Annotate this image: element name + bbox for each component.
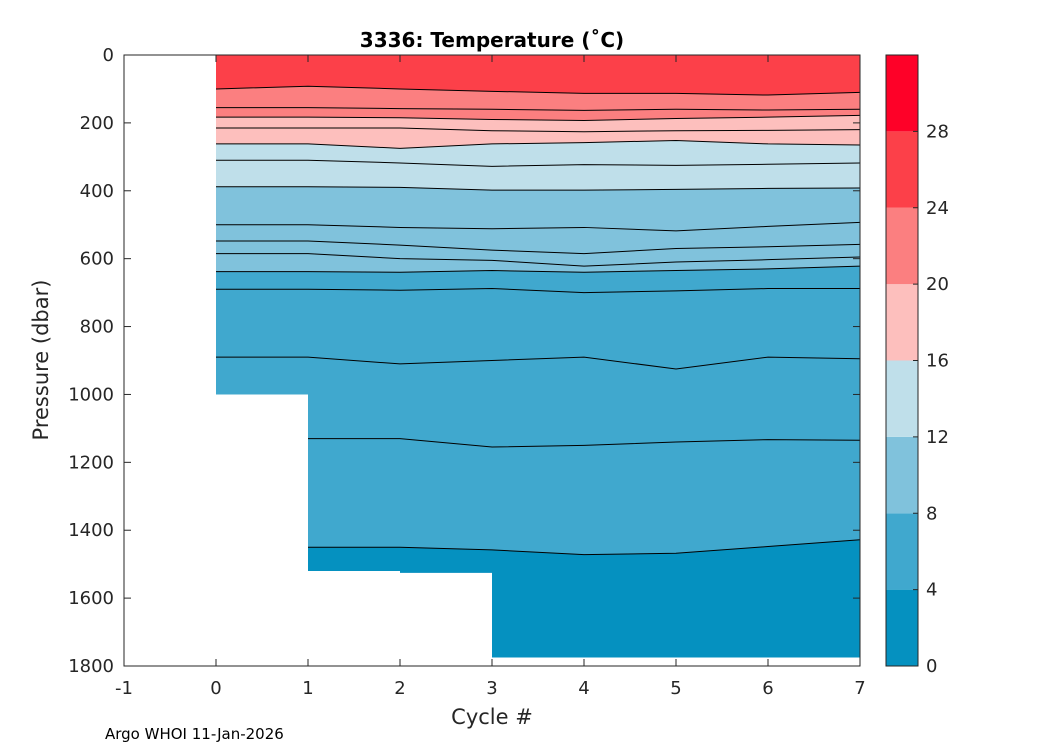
colorbar-band: [886, 360, 918, 437]
x-tick-label: 2: [394, 678, 405, 699]
y-axis-label: Pressure (dbar): [29, 280, 53, 441]
colorbar-tick-label: 24: [926, 198, 949, 219]
x-axis-label: Cycle #: [451, 705, 533, 729]
x-tick-label: 6: [762, 678, 773, 699]
x-tick-label: 5: [670, 678, 681, 699]
colorbar-tick-label: 16: [926, 351, 949, 372]
colorbar-band: [886, 513, 918, 590]
y-tick-label: 1000: [68, 384, 114, 405]
colorbar-band: [886, 207, 918, 285]
colorbar: 0 4 8 12 16 20 24 28: [885, 54, 949, 677]
colorbar-band: [886, 55, 918, 132]
isotherm-14c: [216, 159, 860, 167]
isotherm-4c: [308, 539, 860, 556]
isotherm-6c: [216, 356, 860, 370]
y-tick-label: 600: [80, 249, 114, 270]
isotherm-9c: [216, 253, 860, 267]
y-tick-label: 400: [80, 181, 114, 202]
chart-title: 3336: Temperature (˚C): [360, 28, 624, 52]
isotherm-16c: [216, 140, 860, 149]
y-tick-label: 1400: [68, 520, 114, 541]
y-tick-label: 200: [80, 113, 114, 134]
y-axis: 0 200 400 600 800 1000 1200 1400 1600 1800: [68, 45, 860, 677]
isotherm-8c: [216, 265, 860, 273]
x-tick-label: 3: [486, 678, 497, 699]
isotherm-24c: [216, 85, 860, 96]
colorbar-tick-label: 8: [926, 503, 937, 524]
isotherm-12c: [216, 186, 860, 191]
footer-credit: Argo WHOI 11-Jan-2026: [105, 725, 284, 743]
x-axis: -1 0 1 2 3 4 5 6 7: [115, 55, 866, 699]
isotherm-10c: [216, 240, 860, 255]
contour-line-layer: [216, 85, 860, 556]
contour-fill-layer: [216, 55, 860, 658]
x-tick-label: -1: [115, 678, 133, 699]
colorbar-band: [886, 131, 918, 208]
y-tick-label: 800: [80, 317, 114, 338]
colorbar-tick-label: 20: [926, 274, 949, 295]
x-tick-label: 1: [302, 678, 313, 699]
y-tick-label: 1200: [68, 452, 114, 473]
colorbar-tick-label: 4: [926, 580, 937, 601]
x-tick-label: 0: [210, 678, 221, 699]
colorbar-band: [886, 436, 918, 514]
isotherm-7c: [216, 288, 860, 294]
x-tick-label: 7: [854, 678, 865, 699]
colorbar-tick-label: 0: [926, 656, 937, 677]
y-tick-label: 1600: [68, 588, 114, 609]
colorbar-band: [886, 284, 918, 361]
colorbar-tick-label: 12: [926, 427, 949, 448]
isotherm-11c: [216, 221, 860, 232]
isotherm-18c: [216, 127, 860, 133]
y-tick-label: 1800: [68, 656, 114, 677]
isotherm-5c: [308, 438, 860, 448]
x-tick-label: 4: [578, 678, 589, 699]
y-tick-label: 0: [103, 45, 114, 66]
isotherm-20c: [216, 114, 860, 122]
colorbar-tick-label: 28: [926, 121, 949, 142]
colorbar-band: [886, 589, 918, 666]
isotherm-22c: [216, 107, 860, 111]
